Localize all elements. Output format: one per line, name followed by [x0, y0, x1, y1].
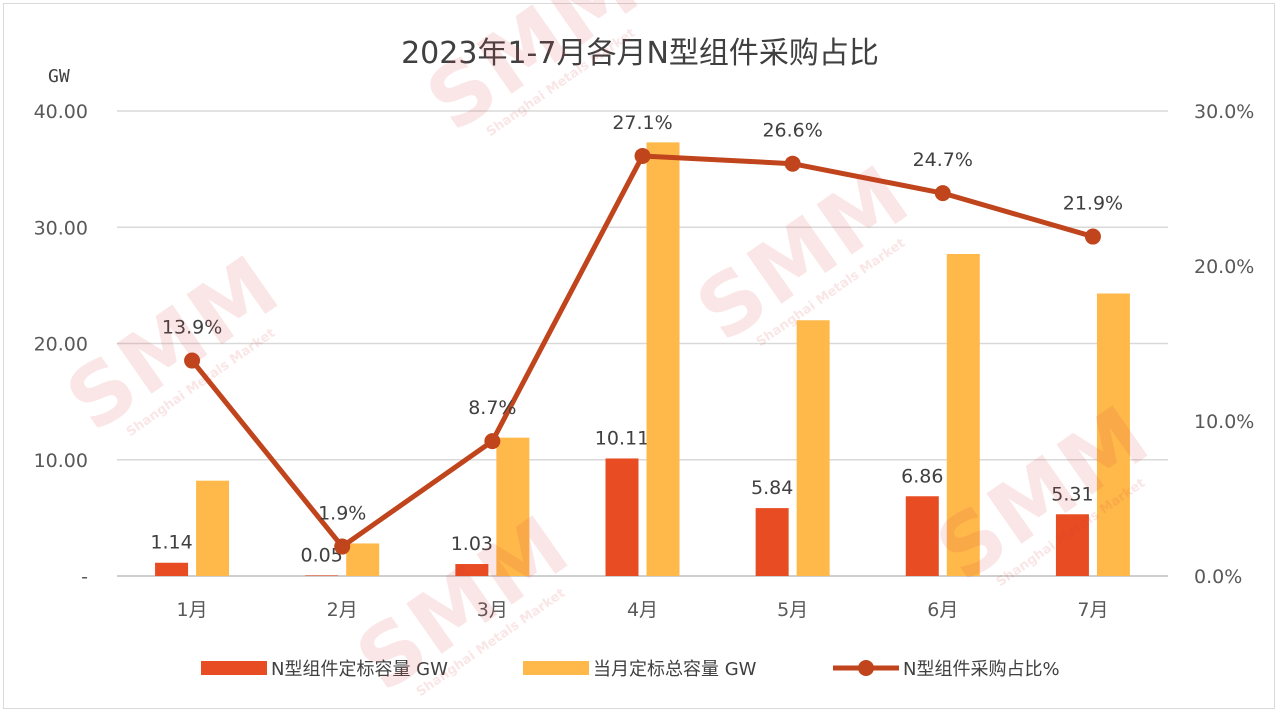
line-data-label: 21.9%: [1063, 193, 1123, 215]
line-data-label: 8.7%: [468, 397, 516, 419]
line-point: [634, 147, 651, 164]
bar: [155, 562, 189, 576]
bar: [905, 496, 939, 576]
x-tick-label: 4月: [627, 599, 658, 621]
bar: [946, 253, 980, 577]
y-left-tick-label: 30.00: [34, 217, 88, 239]
line-point: [484, 433, 501, 450]
x-tick-label: 7月: [1077, 599, 1108, 621]
y-right-tick-label: 30.0%: [1194, 101, 1254, 123]
x-tick-label: 5月: [777, 599, 808, 621]
y-left-tick-label: 40.00: [34, 101, 88, 123]
legend-label: 当月定标总容量 GW: [593, 659, 757, 680]
legend-swatch: [201, 661, 267, 675]
bar: [1096, 293, 1130, 576]
y-left-tick-label: 20.00: [34, 334, 88, 356]
bar-data-label: 5.31: [1051, 483, 1093, 505]
bar-data-label: 0.05: [301, 544, 343, 566]
x-tick-label: 1月: [177, 599, 208, 621]
chart-title: 2023年1-7月各月N型组件采购占比: [401, 36, 879, 71]
bar: [755, 508, 789, 576]
y-left-tick-label: -: [81, 566, 88, 588]
bar: [305, 575, 339, 576]
line-data-label: 13.9%: [162, 317, 222, 339]
bar-data-label: 1.14: [150, 532, 192, 554]
line-data-label: 1.9%: [318, 503, 366, 525]
y-right-tick-label: 20.0%: [1194, 256, 1254, 278]
line-data-label: 27.1%: [612, 112, 672, 134]
bar-data-label: 5.84: [751, 477, 793, 499]
legend-label: N型组件采购占比%: [903, 659, 1060, 680]
x-tick-label: 6月: [927, 599, 958, 621]
bar: [1055, 514, 1089, 576]
y-left-tick-label: 10.00: [34, 450, 88, 472]
line-data-label: 24.7%: [913, 149, 973, 171]
bar: [496, 437, 530, 576]
line-point: [334, 538, 351, 555]
line-point: [784, 155, 801, 172]
bar: [796, 320, 830, 576]
bar: [196, 480, 230, 576]
line-point: [1084, 228, 1101, 245]
legend-swatch: [523, 661, 589, 675]
y-right-tick-label: 0.0%: [1194, 566, 1242, 588]
x-tick-label: 3月: [477, 599, 508, 621]
bar-data-label: 10.11: [595, 427, 649, 449]
x-tick-label: 2月: [327, 599, 358, 621]
line-point: [184, 352, 201, 369]
line-point: [934, 185, 951, 202]
bar: [646, 142, 680, 576]
legend-marker: [858, 660, 874, 676]
chart-frame: [3, 3, 1275, 709]
bar: [346, 543, 380, 576]
y-right-tick-label: 10.0%: [1194, 411, 1254, 433]
bar: [455, 564, 489, 576]
line-data-label: 26.6%: [762, 120, 822, 142]
bar: [605, 458, 639, 576]
legend-label: N型组件定标容量 GW: [271, 659, 448, 680]
bar-data-label: 1.03: [451, 533, 493, 555]
bar-data-label: 6.86: [901, 465, 943, 487]
y-axis-unit: GW: [48, 66, 70, 87]
